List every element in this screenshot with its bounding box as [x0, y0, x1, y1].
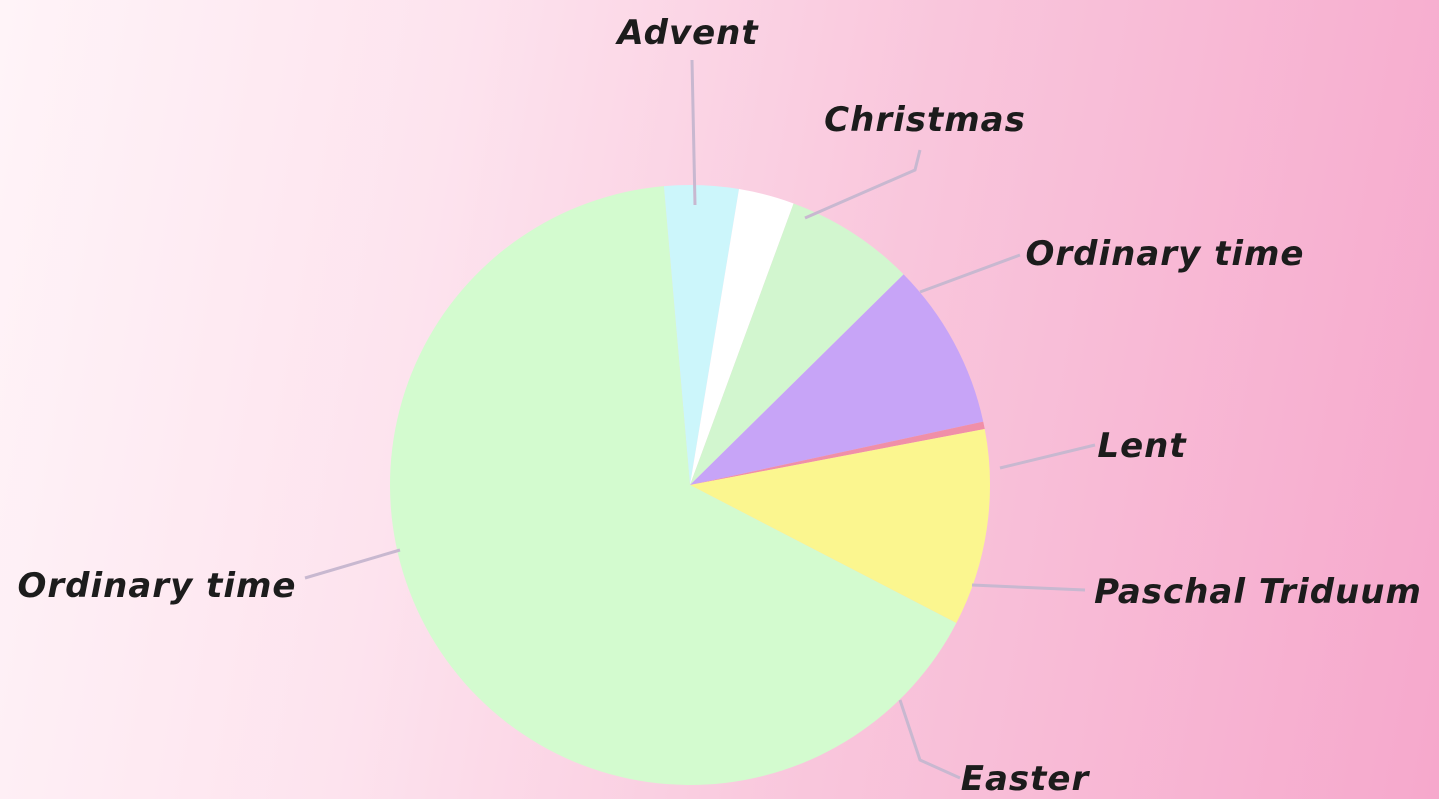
leader-lines: [304, 59, 1096, 780]
slice-labels: Advent Christmas Ordinary time Lent Paschal …: [18, 13, 1422, 799]
leader-line-2: [919, 253, 1021, 294]
slice-label-ordinary-time-2: Ordinary time: [1026, 234, 1305, 274]
leader-line-4: [971, 583, 1086, 592]
pie-slice-ordinary-time-6: [390, 186, 957, 785]
slice-label-paschal-triduum-4: Paschal Triduum: [1094, 572, 1422, 612]
pie-slice-lent-3: [690, 274, 984, 485]
pie-slices: [390, 185, 990, 785]
pie-slice-paschal-triduum-4: [690, 421, 985, 485]
slice-label-advent-0: Advent: [614, 13, 759, 53]
leader-line-3: [999, 443, 1096, 470]
pie-slice-christmas-1: [690, 189, 794, 485]
pie-slice-advent-0: [663, 185, 739, 485]
slice-label-easter-5: Easter: [961, 759, 1091, 799]
pie-slice-ordinary-time-2: [690, 203, 904, 485]
leader-line-5: [898, 699, 961, 780]
slice-label-lent-3: Lent: [1097, 426, 1187, 466]
slice-label-ordinary-time-6: Ordinary time: [18, 566, 297, 606]
pie-slice-easter-5: [690, 428, 990, 624]
leader-line-6: [304, 548, 401, 580]
leader-line-1: [804, 149, 922, 220]
leader-line-0: [690, 59, 697, 206]
slice-label-christmas-1: Christmas: [824, 100, 1026, 140]
